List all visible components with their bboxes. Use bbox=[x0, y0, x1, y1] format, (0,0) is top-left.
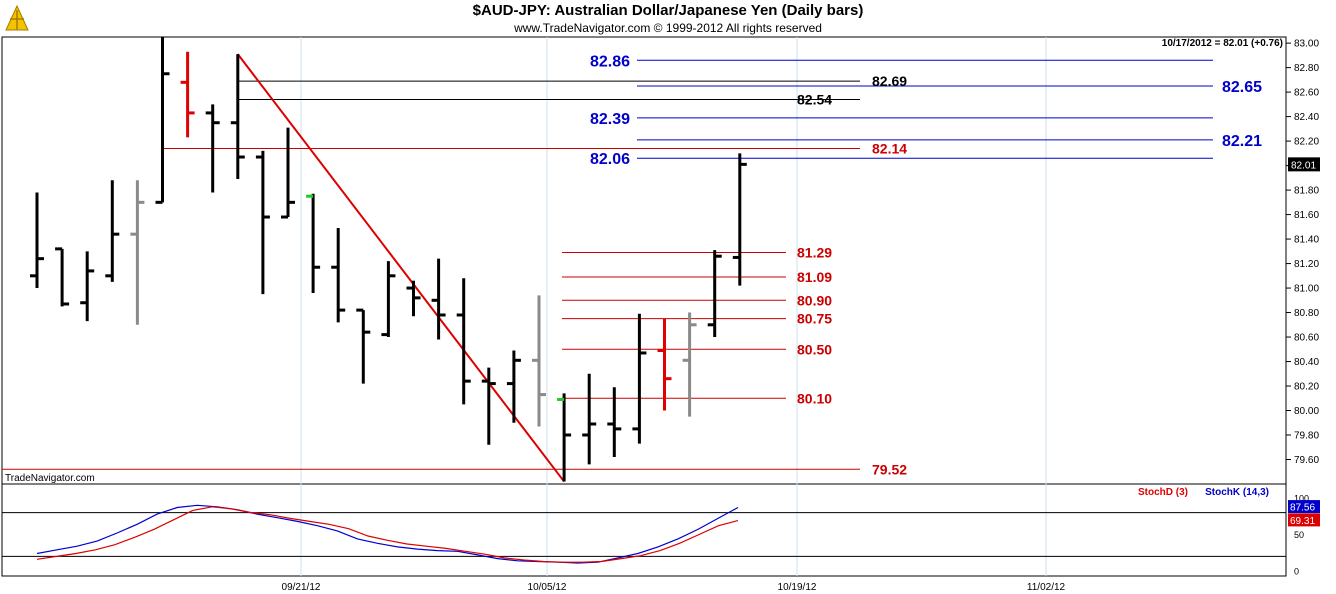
level-label: 82.21 bbox=[1222, 133, 1262, 150]
stoch-panel bbox=[1, 483, 1287, 577]
price-tick-label: 82.60 bbox=[1294, 88, 1319, 99]
last-price-marker bbox=[1288, 157, 1320, 172]
stochk-last-value: 87.56 bbox=[1290, 503, 1315, 514]
trendline bbox=[237, 53, 565, 483]
price-tick-label: 81.20 bbox=[1294, 259, 1319, 270]
trade-navigator-logo-icon bbox=[4, 4, 30, 32]
stochd-line bbox=[36, 506, 739, 563]
stoch-tick-label: 0 bbox=[1294, 567, 1299, 577]
level-label: 80.50 bbox=[797, 341, 832, 357]
watermark-text: TradeNavigator.com bbox=[5, 473, 95, 484]
price-panel bbox=[1, 36, 1287, 485]
price-tick-label: 80.00 bbox=[1294, 406, 1319, 417]
level-label: 82.65 bbox=[1222, 79, 1262, 96]
level-label: 82.69 bbox=[872, 73, 907, 89]
price-tick-label: 80.60 bbox=[1294, 333, 1319, 344]
fib-levels: 82.86 82.65 82.39 82.21 82.06 82.69 82.54 82.14… bbox=[2, 53, 1262, 477]
date-tick-label: 09/21/12 bbox=[282, 582, 321, 593]
trendline-group bbox=[237, 53, 565, 483]
price-tick-label: 79.80 bbox=[1294, 431, 1319, 442]
price-tick-label: 79.60 bbox=[1294, 455, 1319, 466]
level-label: 82.06 bbox=[590, 151, 630, 168]
legend-stochd: StochD (3) bbox=[1138, 487, 1188, 498]
level-label: 79.52 bbox=[872, 461, 907, 477]
chart-title: $AUD-JPY: Australian Dollar/Japanese Yen… bbox=[472, 2, 864, 19]
price-tick-label: 80.80 bbox=[1294, 308, 1319, 319]
price-tick-label: 81.00 bbox=[1294, 284, 1319, 295]
stoch-tick-label: 50 bbox=[1294, 530, 1304, 540]
date-axis: 09/21/12 10/05/12 10/19/12 11/02/12 bbox=[282, 582, 1066, 593]
level-label: 80.90 bbox=[797, 292, 832, 308]
date-tick-label: 10/05/12 bbox=[528, 582, 567, 593]
price-tick-label: 81.80 bbox=[1294, 186, 1319, 197]
level-label: 80.75 bbox=[797, 311, 832, 327]
price-tick-label: 80.20 bbox=[1294, 382, 1319, 393]
level-label: 82.54 bbox=[797, 91, 832, 107]
level-label: 81.29 bbox=[797, 245, 832, 261]
price-tick-label: 81.60 bbox=[1294, 210, 1319, 221]
price-tick-label: 83.00 bbox=[1294, 39, 1319, 50]
level-label: 82.14 bbox=[872, 140, 907, 156]
level-label: 82.39 bbox=[590, 111, 630, 128]
stochd-last-value: 69.31 bbox=[1290, 516, 1315, 527]
price-tick-label: 81.40 bbox=[1294, 235, 1319, 246]
price-tick-label: 80.40 bbox=[1294, 357, 1319, 368]
copyright-notice: www.TradeNavigator.com © 1999-2012 All r… bbox=[514, 21, 822, 35]
price-tick-label: 82.20 bbox=[1294, 137, 1319, 148]
stochk-line bbox=[36, 504, 739, 564]
last-price-label: 82.01 bbox=[1291, 160, 1316, 171]
price-tick-label: 82.40 bbox=[1294, 112, 1319, 123]
stochk-last-value-box bbox=[1288, 500, 1320, 514]
date-tick-label: 11/02/12 bbox=[1027, 582, 1066, 593]
level-label: 80.10 bbox=[797, 390, 832, 406]
date-tick-label: 10/19/12 bbox=[778, 582, 817, 593]
price-axis: 83.0082.8082.6082.4082.2082.0081.8081.60… bbox=[1286, 39, 1320, 466]
quote-readout: 10/17/2012 = 82.01 (+0.76) bbox=[1162, 38, 1283, 49]
stochd-last-value-box bbox=[1288, 513, 1320, 527]
gridlines bbox=[300, 37, 1047, 576]
legend-stochk: StochK (14,3) bbox=[1205, 487, 1269, 498]
stochastic-lines: 100 50 0 87.56 69.31 bbox=[2, 494, 1320, 577]
stoch-tick-label: 100 bbox=[1294, 494, 1309, 504]
price-tick-label: 82.80 bbox=[1294, 63, 1319, 74]
ohlc-bars bbox=[30, 37, 747, 482]
level-label: 82.86 bbox=[590, 53, 630, 70]
level-label: 81.09 bbox=[797, 269, 832, 285]
